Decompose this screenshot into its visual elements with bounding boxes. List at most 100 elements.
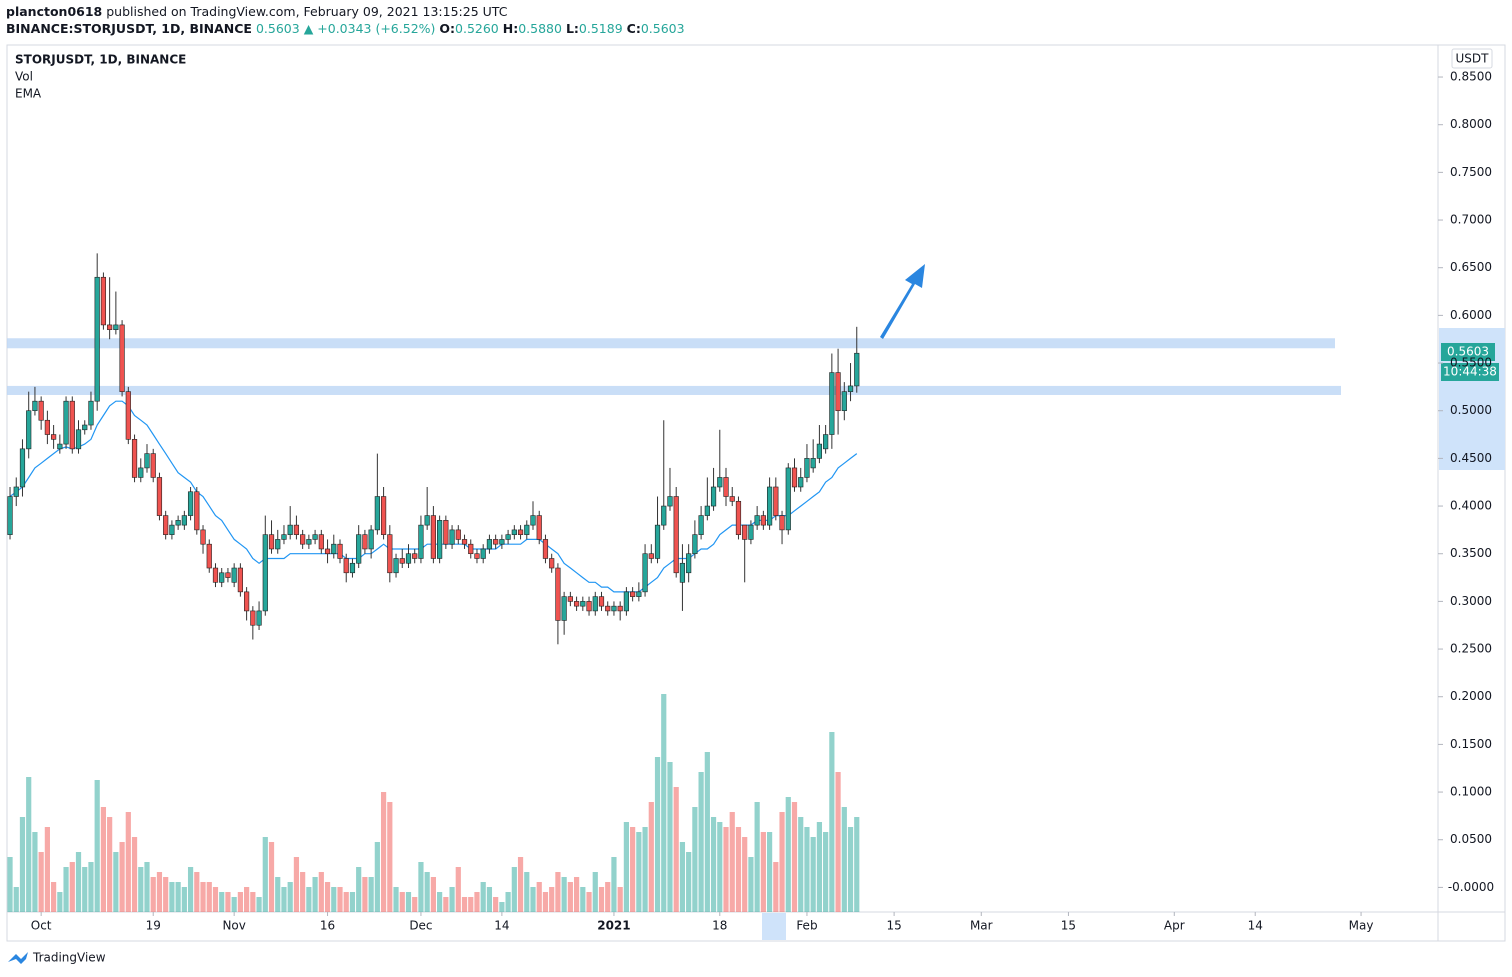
volume-bar <box>692 807 698 912</box>
volume-bar <box>150 877 156 912</box>
volume-bar <box>611 857 617 912</box>
candle-body <box>580 601 586 607</box>
volume-bar <box>555 872 561 912</box>
candle-body <box>723 477 729 497</box>
volume-bar <box>337 887 343 912</box>
volume-bar <box>760 832 766 912</box>
candle-body <box>461 539 468 545</box>
volume-bar <box>356 867 362 912</box>
candle-body <box>437 520 443 559</box>
volume-bar <box>312 877 318 912</box>
volume-bar <box>368 877 374 912</box>
candle-body <box>798 477 804 488</box>
volume-bar <box>810 837 816 912</box>
volume-bar <box>598 887 605 912</box>
candle-body <box>692 534 698 555</box>
candle-body <box>698 515 704 535</box>
quote-line: BINANCE:STORJUSDT, 1D, BINANCE 0.5603 ▲ … <box>6 21 685 36</box>
candle-body <box>44 419 50 435</box>
candle-body <box>380 496 387 535</box>
volume-bar <box>13 887 19 912</box>
zone <box>7 338 1335 349</box>
y-tick-label: 0.8500 <box>1450 70 1492 84</box>
volume-bar <box>256 897 262 912</box>
candle-body <box>19 448 26 488</box>
volume-bar <box>835 772 841 912</box>
candle-body <box>667 496 673 507</box>
candle-body <box>119 324 125 392</box>
volume-bar <box>405 892 412 912</box>
candle-body <box>399 558 405 564</box>
candle-body <box>181 515 187 526</box>
volume-bar <box>729 812 735 912</box>
candle-body <box>561 596 567 621</box>
candle-body <box>791 467 798 488</box>
volume-bar <box>200 882 206 912</box>
candle-body <box>175 520 181 526</box>
y-tick-label: 0.7000 <box>1450 213 1492 227</box>
candle-body <box>810 458 816 469</box>
y-tick-label: 0.1500 <box>1450 737 1492 751</box>
y-tick-label: 0.2000 <box>1450 689 1492 703</box>
candle-body <box>630 591 636 597</box>
volume-bar <box>524 872 530 912</box>
candle-body <box>443 520 449 545</box>
volume-bar <box>517 857 524 912</box>
volume-bar <box>791 802 798 912</box>
volume-bar <box>816 822 823 912</box>
candle-body <box>57 443 63 450</box>
volume-bar <box>779 812 785 912</box>
volume-bar <box>380 792 387 912</box>
y-tick-label: 0.4500 <box>1450 451 1492 465</box>
brand: TradingView <box>32 951 106 965</box>
y-tick-label: 0.0500 <box>1450 832 1492 846</box>
candle-body <box>206 543 212 569</box>
candle-body <box>835 372 841 412</box>
candle-body <box>194 491 200 531</box>
volume-bar <box>586 892 592 912</box>
candle-body <box>393 558 399 574</box>
candle-body <box>150 453 156 478</box>
low: 0.5189 <box>579 21 623 36</box>
y-tick-label: 0.7500 <box>1450 165 1492 179</box>
candle-body <box>567 596 573 602</box>
candle-body <box>163 515 169 535</box>
candle-body <box>636 591 642 597</box>
candle-body <box>841 391 847 412</box>
volume-bar <box>275 877 281 912</box>
candle-body <box>549 558 555 569</box>
candle-body <box>362 534 368 550</box>
volume-bar <box>306 887 312 912</box>
volume-bar <box>580 887 586 912</box>
volume-bar <box>443 897 449 912</box>
x-tick-label: Feb <box>796 919 817 933</box>
y-tick-label: 0.6500 <box>1450 260 1492 274</box>
plot <box>7 253 1341 912</box>
volume-bar <box>723 827 729 912</box>
volume-bar <box>262 837 268 912</box>
volume-bar <box>698 772 704 912</box>
candle-body <box>455 529 461 540</box>
candle-body <box>26 410 32 450</box>
candle-body <box>318 534 324 550</box>
volume-bar <box>125 812 131 912</box>
volume-bar <box>387 802 393 912</box>
volume-bar <box>499 902 505 912</box>
candle-body <box>244 591 250 612</box>
candle-body <box>337 543 343 559</box>
candle-body <box>387 534 393 574</box>
candle-body <box>144 453 150 469</box>
volume-bar <box>798 817 804 912</box>
volume-bar <box>710 817 717 912</box>
price-label: 0.5603 <box>1447 345 1489 359</box>
brand-logo <box>8 952 28 964</box>
volume-bar <box>113 852 119 912</box>
volume-bar <box>567 882 573 912</box>
x-tick-label: 15 <box>886 919 901 933</box>
volume-bar <box>648 802 654 912</box>
candle-body <box>293 524 300 535</box>
candle-body <box>82 424 88 431</box>
candle-body <box>611 605 617 612</box>
volume-bar <box>412 897 418 912</box>
candle-body <box>94 276 100 402</box>
